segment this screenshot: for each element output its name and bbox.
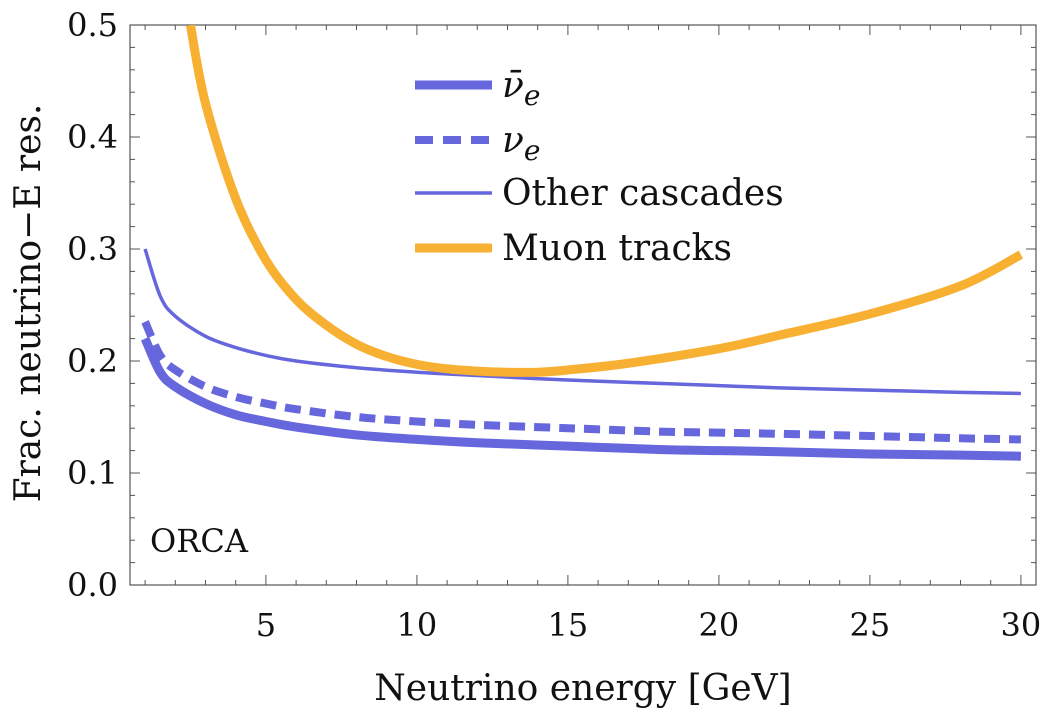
- y-tick-label: 0.1: [67, 454, 118, 492]
- x-tick-label: 30: [1001, 606, 1042, 644]
- legend-label-subscript: e: [524, 79, 541, 112]
- series-line-anti-nu-e: [140, 336, 1021, 461]
- x-axis-label: Neutrino energy [GeV]: [374, 668, 791, 709]
- legend-label-other-cascades: Other cascades: [502, 173, 784, 214]
- x-tick-label: 10: [397, 606, 438, 644]
- series-layer: [140, 25, 1024, 461]
- legend-label-subscript: e: [524, 134, 541, 167]
- y-tick-label: 0.3: [67, 230, 118, 268]
- plot-border: [129, 24, 1037, 586]
- series-line-other-cascades: [143, 248, 1021, 396]
- legend-label-main: Other cascades: [502, 173, 784, 214]
- series-line-muon-tracks: [185, 25, 1024, 377]
- legend-label-muon-tracks: Muon tracks: [502, 228, 732, 269]
- orca-annotation: ORCA: [150, 522, 249, 560]
- y-tick-label: 0.4: [67, 118, 118, 156]
- x-tick-label: 5: [256, 606, 276, 644]
- y-axis-label: Frac. neutrino−E res.: [8, 104, 49, 503]
- x-tick-label: 25: [850, 606, 891, 644]
- legend-label-main: Muon tracks: [502, 228, 732, 269]
- ticks: [130, 24, 1036, 586]
- y-tick-label: 0.5: [67, 6, 118, 44]
- x-tick-label: 20: [699, 606, 740, 644]
- legend-label-main: ν: [502, 120, 524, 161]
- y-tick-label: 0.0: [67, 566, 118, 604]
- legend-label-main: ν̄: [502, 65, 524, 106]
- tick-labels: 5 10 15 20 25 30 0.0 0.1 0.2 0.3 0.4 0.5: [67, 6, 1041, 644]
- plot-frame: [129, 24, 1037, 586]
- x-tick-label: 15: [548, 606, 589, 644]
- legend-label-anti-nu-e: ν̄e: [502, 65, 540, 112]
- series-line-nu-e: [141, 320, 1021, 444]
- legend-label-nu-e: νe: [502, 120, 540, 167]
- y-tick-label: 0.2: [67, 342, 118, 380]
